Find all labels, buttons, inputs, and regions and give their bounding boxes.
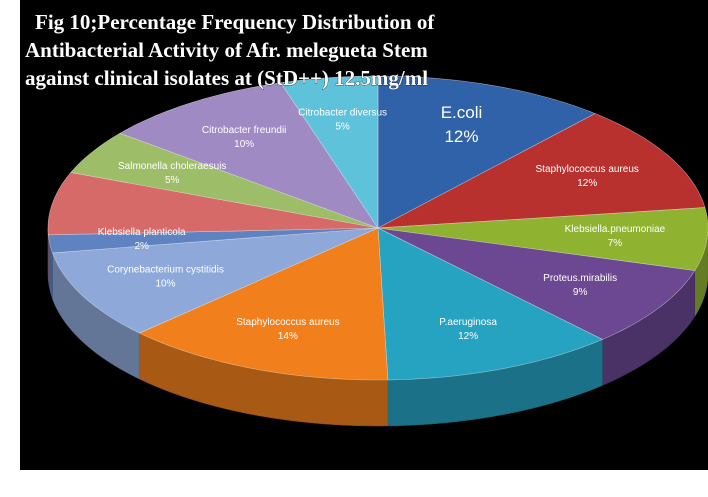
- slice-value-label: 14%: [278, 331, 298, 342]
- chart-title: against clinical isolates at (StD++) 12.…: [25, 66, 428, 90]
- slice-label: Staphylococcus aureus: [536, 164, 639, 175]
- slice-value-label: 9%: [573, 287, 588, 298]
- slice-value-label: 5%: [335, 121, 350, 132]
- slice: [377, 207, 708, 271]
- slice-label: Klebsiella.pneumoniae: [565, 224, 666, 235]
- slice: [377, 113, 706, 229]
- slice: [377, 75, 596, 229]
- slice-label: Salmonella choleraesuis: [118, 161, 226, 172]
- slice-value-label: 10%: [234, 139, 254, 150]
- slice: [377, 227, 696, 340]
- slice-value-label: 12%: [577, 178, 597, 189]
- slice: [47, 227, 379, 254]
- slice: [52, 227, 379, 334]
- slice-label: E.coli: [441, 103, 483, 122]
- slice-value-label: 12%: [444, 127, 478, 146]
- slice-value-label: 12%: [458, 331, 478, 342]
- slice-value-label: 10%: [155, 279, 175, 290]
- slice-label: Staphylococcus aureus: [236, 317, 339, 328]
- slice-label: Proteus.mirabilis: [543, 273, 617, 284]
- slice: [47, 172, 379, 236]
- slice-label: Klebsiella planticola: [98, 227, 186, 238]
- slice: [138, 227, 389, 381]
- slice-label: Corynebacterium cystitidis: [107, 265, 224, 276]
- slice-value-label: 7%: [608, 238, 623, 249]
- slice: [119, 82, 379, 229]
- slice-value-label: 2%: [134, 241, 149, 252]
- slice: [377, 227, 604, 381]
- labels: E.coli 12% Staphylococcus aureus 12% Klebsie…: [98, 103, 666, 342]
- pie: [47, 75, 708, 427]
- slice-label: Citrobacter diversus: [298, 107, 387, 118]
- slice: [70, 132, 379, 229]
- slice-label: Citrobacter freundii: [202, 125, 286, 136]
- chart-title: Fig 10;Percentage Frequency Distribution…: [35, 10, 435, 34]
- slice-label: P.aeruginosa: [439, 317, 497, 328]
- slice-value-label: 5%: [165, 175, 180, 186]
- slice: [280, 75, 379, 229]
- chart-title: Antibacterial Activity of Afr. melegueta…: [25, 38, 428, 62]
